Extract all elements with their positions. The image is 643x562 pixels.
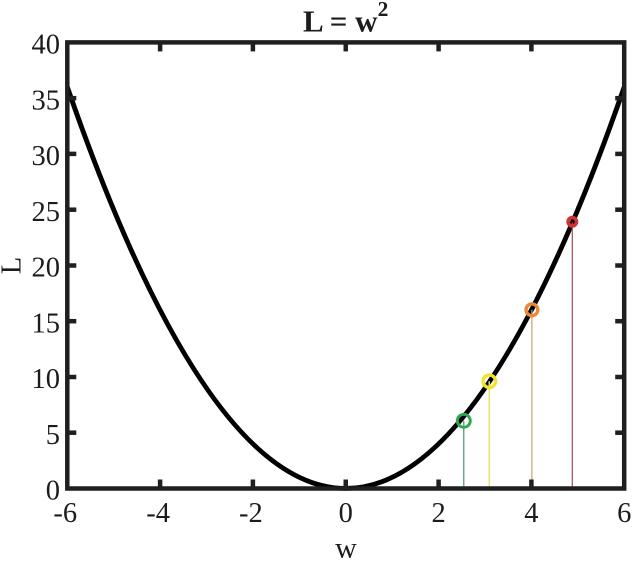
svg-text:20: 20 <box>32 253 61 284</box>
svg-text:L = w2: L = w2 <box>303 0 388 38</box>
svg-text:5: 5 <box>46 420 60 451</box>
svg-text:10: 10 <box>32 364 61 395</box>
svg-text:35: 35 <box>32 85 61 116</box>
svg-text:25: 25 <box>32 197 61 228</box>
svg-text:4: 4 <box>524 498 538 529</box>
svg-text:0: 0 <box>46 476 60 507</box>
svg-text:30: 30 <box>32 141 61 172</box>
svg-text:15: 15 <box>32 308 61 339</box>
svg-text:2: 2 <box>431 498 445 529</box>
svg-text:w: w <box>335 531 357 562</box>
svg-text:0: 0 <box>339 498 353 529</box>
svg-text:-4: -4 <box>146 498 170 529</box>
svg-text:40: 40 <box>32 30 61 61</box>
svg-text:L: L <box>0 257 28 274</box>
svg-text:-2: -2 <box>239 498 263 529</box>
svg-text:6: 6 <box>617 498 631 529</box>
svg-text:-6: -6 <box>53 498 77 529</box>
